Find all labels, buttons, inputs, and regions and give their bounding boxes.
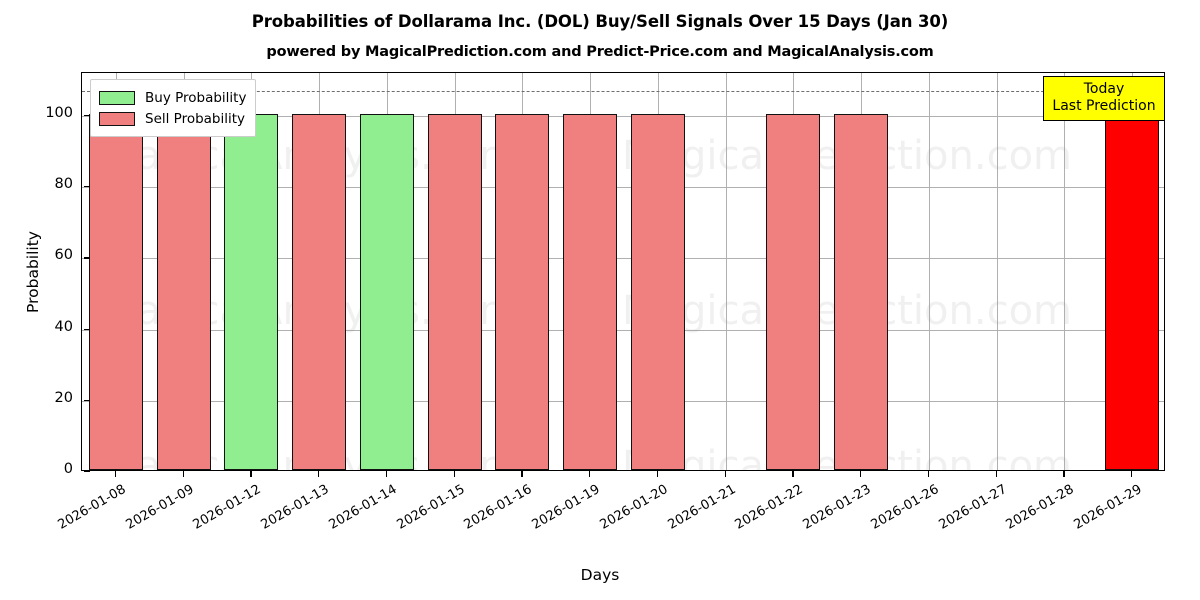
y-tick-label: 20 <box>54 389 73 406</box>
y-axis-ticks: 0 20 40 60 80 100 <box>9 72 90 477</box>
gridline-horizontal <box>82 115 1164 117</box>
legend-swatch-sell <box>99 111 135 126</box>
x-tick-mark <box>521 471 523 477</box>
bar-2026-01-12-buy <box>224 113 279 470</box>
x-tick-mark <box>114 471 117 477</box>
gridline-vertical <box>1064 73 1066 470</box>
x-axis-label: Days <box>580 566 620 584</box>
y-tick-mark <box>84 328 90 330</box>
y-axis-label: Probability <box>24 231 42 313</box>
y-tick-label: 100 <box>45 104 73 121</box>
bar-2026-01-15-sell <box>427 113 482 470</box>
x-tick-mark <box>792 471 794 477</box>
x-tick-mark <box>453 471 455 477</box>
x-tick-mark <box>1131 471 1133 477</box>
y-tick-mark <box>84 399 90 402</box>
x-tick-mark <box>182 471 184 477</box>
legend-item-buy: Buy Probability <box>99 87 246 108</box>
bar-2026-01-09-sell <box>156 113 211 470</box>
x-tick-mark <box>927 471 930 477</box>
bar-2026-01-23-sell <box>834 113 889 470</box>
gridline-horizontal <box>82 400 1164 402</box>
x-tick-mark <box>589 471 591 477</box>
bar-2026-01-16-sell <box>495 113 550 470</box>
x-tick-mark <box>656 471 659 477</box>
gridline-horizontal <box>82 329 1164 331</box>
today-annotation-line2: Last Prediction <box>1052 98 1156 114</box>
y-tick-mark <box>84 114 90 117</box>
chart-title: Probabilities of Dollarama Inc. (DOL) Bu… <box>251 12 949 31</box>
bar-2026-01-14-buy <box>359 113 414 470</box>
gridline-horizontal <box>82 258 1164 260</box>
x-tick-mark <box>995 471 997 477</box>
bar-2026-01-29-today-sell <box>1105 113 1160 470</box>
y-tick-label: 80 <box>54 176 73 192</box>
y-tick-mark <box>84 186 90 188</box>
gridline-vertical <box>725 73 727 470</box>
x-tick-mark <box>1063 471 1065 477</box>
x-tick-mark <box>724 471 726 477</box>
x-tick-mark <box>250 471 252 477</box>
y-tick-label: 0 <box>63 461 73 477</box>
today-annotation-line1: Today <box>1083 81 1125 97</box>
bar-2026-01-22-sell <box>766 113 821 470</box>
y-tick-label: 60 <box>54 247 73 264</box>
legend-label-buy: Buy Probability <box>145 89 247 106</box>
x-tick-mark <box>385 471 388 477</box>
bar-2026-01-13-sell <box>292 113 347 470</box>
gridline-vertical <box>996 73 998 470</box>
bar-2026-01-20-sell <box>630 113 685 470</box>
bar-2026-01-19-sell <box>563 113 618 470</box>
chart-legend: Buy Probability Sell Probability <box>90 79 257 137</box>
y-tick-label: 40 <box>54 318 73 335</box>
bar-2026-01-08-sell <box>88 113 143 470</box>
legend-item-sell: Sell Probability <box>99 108 246 129</box>
today-annotation: Today Last Prediction <box>1043 76 1165 121</box>
x-tick-mark <box>860 471 862 477</box>
y-tick-mark <box>84 471 90 473</box>
legend-label-sell: Sell Probability <box>145 110 246 127</box>
gridline-vertical <box>928 73 930 470</box>
y-tick-mark <box>84 257 90 259</box>
reference-dashed-line <box>82 90 1164 92</box>
gridline-horizontal <box>82 187 1164 188</box>
chart-subtitle: powered by MagicalPrediction.com and Pre… <box>266 44 934 60</box>
legend-swatch-buy <box>99 90 135 105</box>
x-tick-mark <box>318 471 320 477</box>
